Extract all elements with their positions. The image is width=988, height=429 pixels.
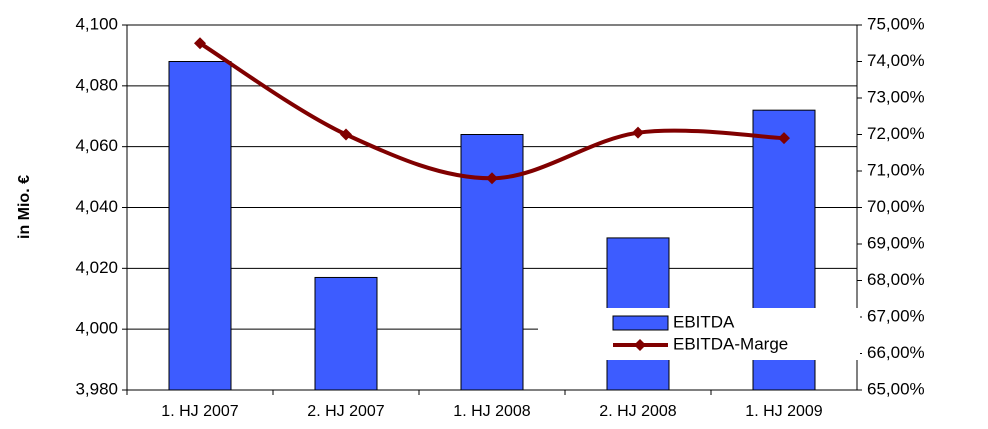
marker <box>486 172 498 185</box>
y-tick-label: 4,040 <box>75 197 118 216</box>
y2-tick-label: 69,00% <box>867 233 925 252</box>
marker <box>340 128 352 141</box>
y2-tick-label: 67,00% <box>867 306 925 325</box>
legend-marker <box>634 339 646 351</box>
marker <box>194 37 206 50</box>
y-tick-label: 4,060 <box>75 136 118 155</box>
x-tick-label: 2. HJ 2007 <box>307 403 384 420</box>
y2-tick-label: 75,00% <box>867 14 925 33</box>
y2-tick-label: 70,00% <box>867 197 925 216</box>
marker <box>632 126 644 139</box>
marker <box>778 132 790 145</box>
x-tick-label: 1. HJ 2007 <box>161 403 238 420</box>
y2-tick-label: 65,00% <box>867 379 925 398</box>
y-tick-label: 4,000 <box>75 319 118 338</box>
y2-tick-label: 73,00% <box>867 87 925 106</box>
y-tick-label: 4,080 <box>75 75 118 94</box>
bar <box>314 276 378 391</box>
y2-tick-label: 71,00% <box>867 160 925 179</box>
y2-tick-label: 68,00% <box>867 270 925 289</box>
y2-tick-label: 66,00% <box>867 343 925 362</box>
x-tick-label: 1. HJ 2008 <box>453 403 530 420</box>
y2-tick-label: 72,00% <box>867 124 925 143</box>
legend-box <box>538 308 860 360</box>
y-tick-label: 3,980 <box>75 379 118 398</box>
y-tick-label: 4,100 <box>75 14 118 33</box>
legend-swatch <box>612 315 669 331</box>
y-axis-label: in Mio. € <box>16 175 33 239</box>
x-tick-label: 2. HJ 2008 <box>599 403 676 420</box>
legend-label: EBITDA <box>673 312 735 331</box>
x-tick-label: 1. HJ 2009 <box>745 403 822 420</box>
bar <box>168 61 232 391</box>
legend-label: EBITDA-Marge <box>673 334 788 353</box>
y2-tick-label: 74,00% <box>867 51 925 70</box>
y-tick-label: 4,020 <box>75 258 118 277</box>
